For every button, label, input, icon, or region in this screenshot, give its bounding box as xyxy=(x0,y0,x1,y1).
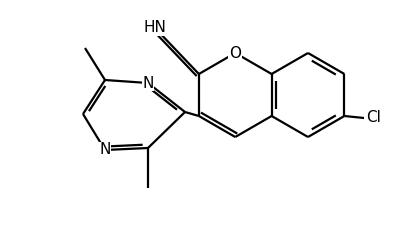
Text: N: N xyxy=(142,76,154,90)
Text: O: O xyxy=(229,46,241,60)
Text: N: N xyxy=(99,143,111,157)
Text: Cl: Cl xyxy=(367,110,381,126)
Text: HN: HN xyxy=(143,20,166,36)
